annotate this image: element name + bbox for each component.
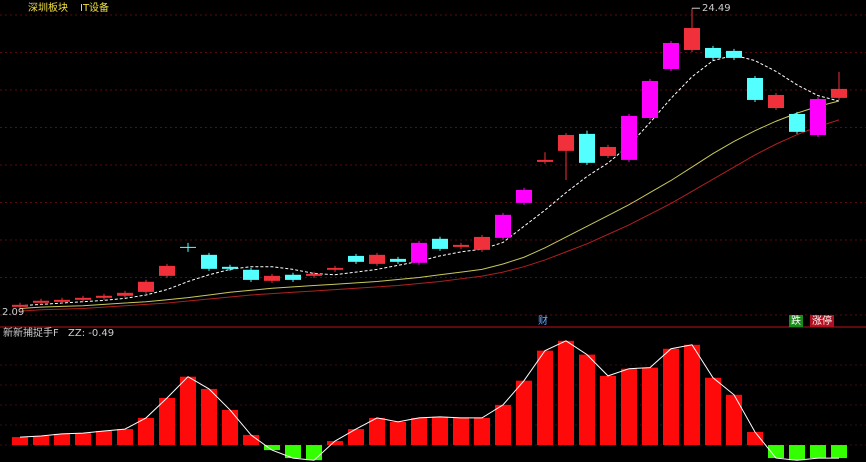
indicator-bar [432, 416, 448, 446]
moving-average [19, 100, 840, 309]
candle-body [222, 266, 238, 269]
low-label: 2.09 [2, 307, 24, 318]
indicator-bar [600, 375, 616, 446]
annotation: 跌 [791, 314, 801, 327]
indicator-bar [810, 445, 826, 459]
candle-body [537, 159, 553, 162]
indicator-bar [579, 354, 595, 446]
indicator-bar [285, 445, 301, 459]
indicator-bar [306, 445, 322, 461]
indicator-bar [537, 350, 553, 446]
candle-body [474, 236, 490, 250]
indicator-bar [390, 421, 406, 446]
candle-body [558, 134, 574, 151]
candle-body [390, 258, 406, 262]
guides [0, 14, 866, 446]
candle-body [831, 88, 847, 98]
candle-body [306, 273, 322, 276]
indicator-bar [642, 367, 658, 446]
indicator-bar [96, 430, 112, 446]
indicator-bar [348, 429, 364, 446]
candle-body [96, 295, 112, 298]
candle-body [369, 254, 385, 264]
indicator-bar [138, 417, 154, 446]
candle-body [726, 50, 742, 58]
indicator-bar [222, 409, 238, 446]
indicator-bar [117, 429, 133, 446]
candle-body [243, 269, 259, 280]
candle-body [663, 42, 679, 69]
indicator-bar [705, 377, 721, 446]
candle-body [768, 94, 784, 109]
sector-label: IT设备 [80, 1, 109, 14]
candle-body [264, 275, 280, 281]
candle-body [33, 300, 49, 303]
indicator-bar [621, 368, 637, 446]
candle-body [348, 255, 364, 262]
candle-body [600, 146, 616, 156]
candle-body [789, 113, 805, 132]
indicator-bar [831, 445, 847, 459]
candle-body [54, 299, 70, 302]
moving-average [19, 54, 840, 307]
candle-body [201, 254, 217, 269]
indicator-bar [516, 380, 532, 446]
candle-body [432, 238, 448, 249]
candle-body [705, 47, 721, 58]
indicator-bar [159, 397, 175, 446]
candle-body [810, 99, 826, 135]
annotation: 涨停 [812, 314, 832, 327]
indicator-bar [243, 434, 259, 446]
candle-body [138, 281, 154, 292]
indicator-bar [789, 445, 805, 461]
indicator-line [19, 340, 839, 461]
market-label: 深圳板块 [28, 1, 68, 14]
candle-body [75, 297, 91, 300]
indicator-value: ZZ: -0.49 [68, 328, 114, 339]
indicator-title: 新新捕捉手F [3, 326, 59, 339]
high-label: 24.49 [702, 3, 731, 14]
indicator-bar [12, 437, 28, 446]
annotation: 财 [538, 314, 548, 327]
candle-body [495, 214, 511, 238]
indicator-bar [684, 344, 700, 446]
indicator-bar [474, 417, 490, 446]
moving-average [19, 119, 840, 312]
indicator-bar [453, 417, 469, 446]
indicator-bar [558, 340, 574, 446]
candle-body [12, 304, 28, 307]
candle-body [516, 189, 532, 203]
annotation-badge [789, 315, 803, 327]
candle-body [159, 265, 175, 276]
indicator-bar [264, 445, 280, 451]
indicator-bar [75, 433, 91, 446]
candle-body [621, 115, 637, 160]
indicator-bar [54, 433, 70, 446]
indicator-bar [33, 436, 49, 446]
candle-body [747, 77, 763, 100]
candle-body [453, 244, 469, 247]
candle-body [327, 267, 343, 270]
indicator-bar [726, 394, 742, 446]
candle-body [411, 242, 427, 263]
indicator-bar [663, 348, 679, 446]
candle-body [579, 133, 595, 163]
indicator-bar [369, 417, 385, 446]
indicator-bar [768, 445, 784, 459]
indicator-bar [201, 388, 217, 446]
candle-body [684, 28, 700, 50]
indicator-bar [327, 441, 343, 446]
indicator-bar [180, 376, 196, 446]
indicator-bar [411, 417, 427, 446]
candle-body [117, 292, 133, 296]
indicator-bar [747, 432, 763, 446]
candle-body [642, 80, 658, 118]
candle-body [180, 246, 196, 248]
candle-body [285, 274, 301, 280]
indicator-bar [495, 404, 511, 446]
annotation-badge [810, 315, 834, 327]
